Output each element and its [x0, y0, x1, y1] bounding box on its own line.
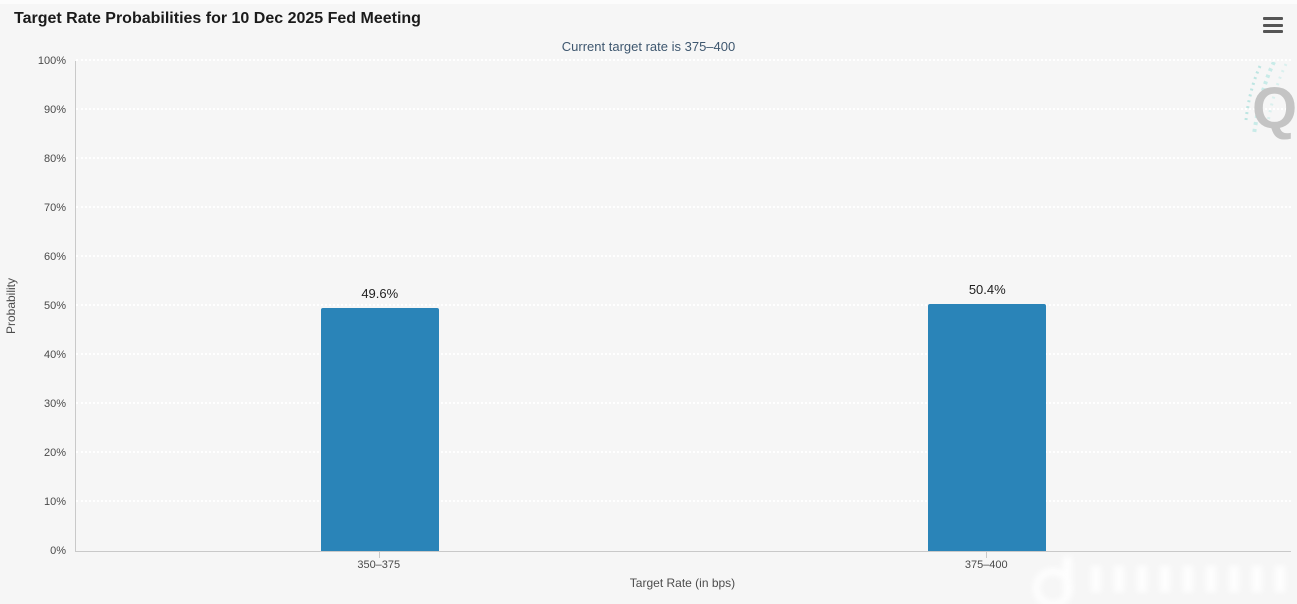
y-tick-label: 20% — [43, 447, 66, 459]
gridline — [76, 206, 1291, 208]
probability-bar[interactable] — [928, 304, 1047, 551]
hamburger-menu-icon — [1263, 23, 1283, 27]
x-axis-title: Target Rate (in bps) — [629, 576, 736, 590]
chart-subtitle: Current target rate is 375–400 — [561, 39, 736, 54]
hamburger-menu-icon — [1263, 17, 1283, 20]
gridline — [76, 353, 1291, 355]
y-tick-label: 10% — [43, 496, 66, 508]
y-tick-label: 30% — [43, 398, 66, 410]
plot-area: 49.6% 50.4% — [75, 59, 1291, 552]
gridline — [76, 451, 1291, 453]
chart-context-menu-button[interactable] — [1263, 17, 1283, 33]
x-axis-tick — [378, 552, 380, 558]
y-tick-label: 90% — [43, 104, 66, 116]
y-tick-label: 100% — [37, 55, 66, 67]
gridline — [76, 59, 1291, 61]
bar-value-label: 50.4% — [968, 282, 1006, 298]
gridline — [76, 108, 1291, 110]
bar-value-label: 49.6% — [361, 285, 399, 301]
x-tick-label: 375–400 — [964, 559, 1008, 571]
x-tick-label: 350–375 — [357, 559, 401, 571]
gridline — [76, 255, 1291, 257]
x-axis-tick — [986, 552, 988, 558]
gridline — [76, 304, 1291, 306]
y-tick-label: 80% — [43, 153, 66, 165]
y-tick-label: 0% — [50, 545, 66, 557]
y-tick-label: 40% — [43, 349, 66, 361]
hamburger-menu-icon — [1263, 30, 1283, 33]
probability-bar[interactable] — [320, 307, 439, 551]
y-tick-label: 50% — [43, 300, 66, 312]
chart-title: Target Rate Probabilities for 10 Dec 202… — [14, 10, 421, 27]
gridline — [76, 500, 1291, 502]
y-tick-label: 60% — [43, 251, 66, 263]
gridline — [76, 402, 1291, 404]
y-tick-label: 70% — [43, 202, 66, 214]
gridline — [76, 157, 1291, 159]
